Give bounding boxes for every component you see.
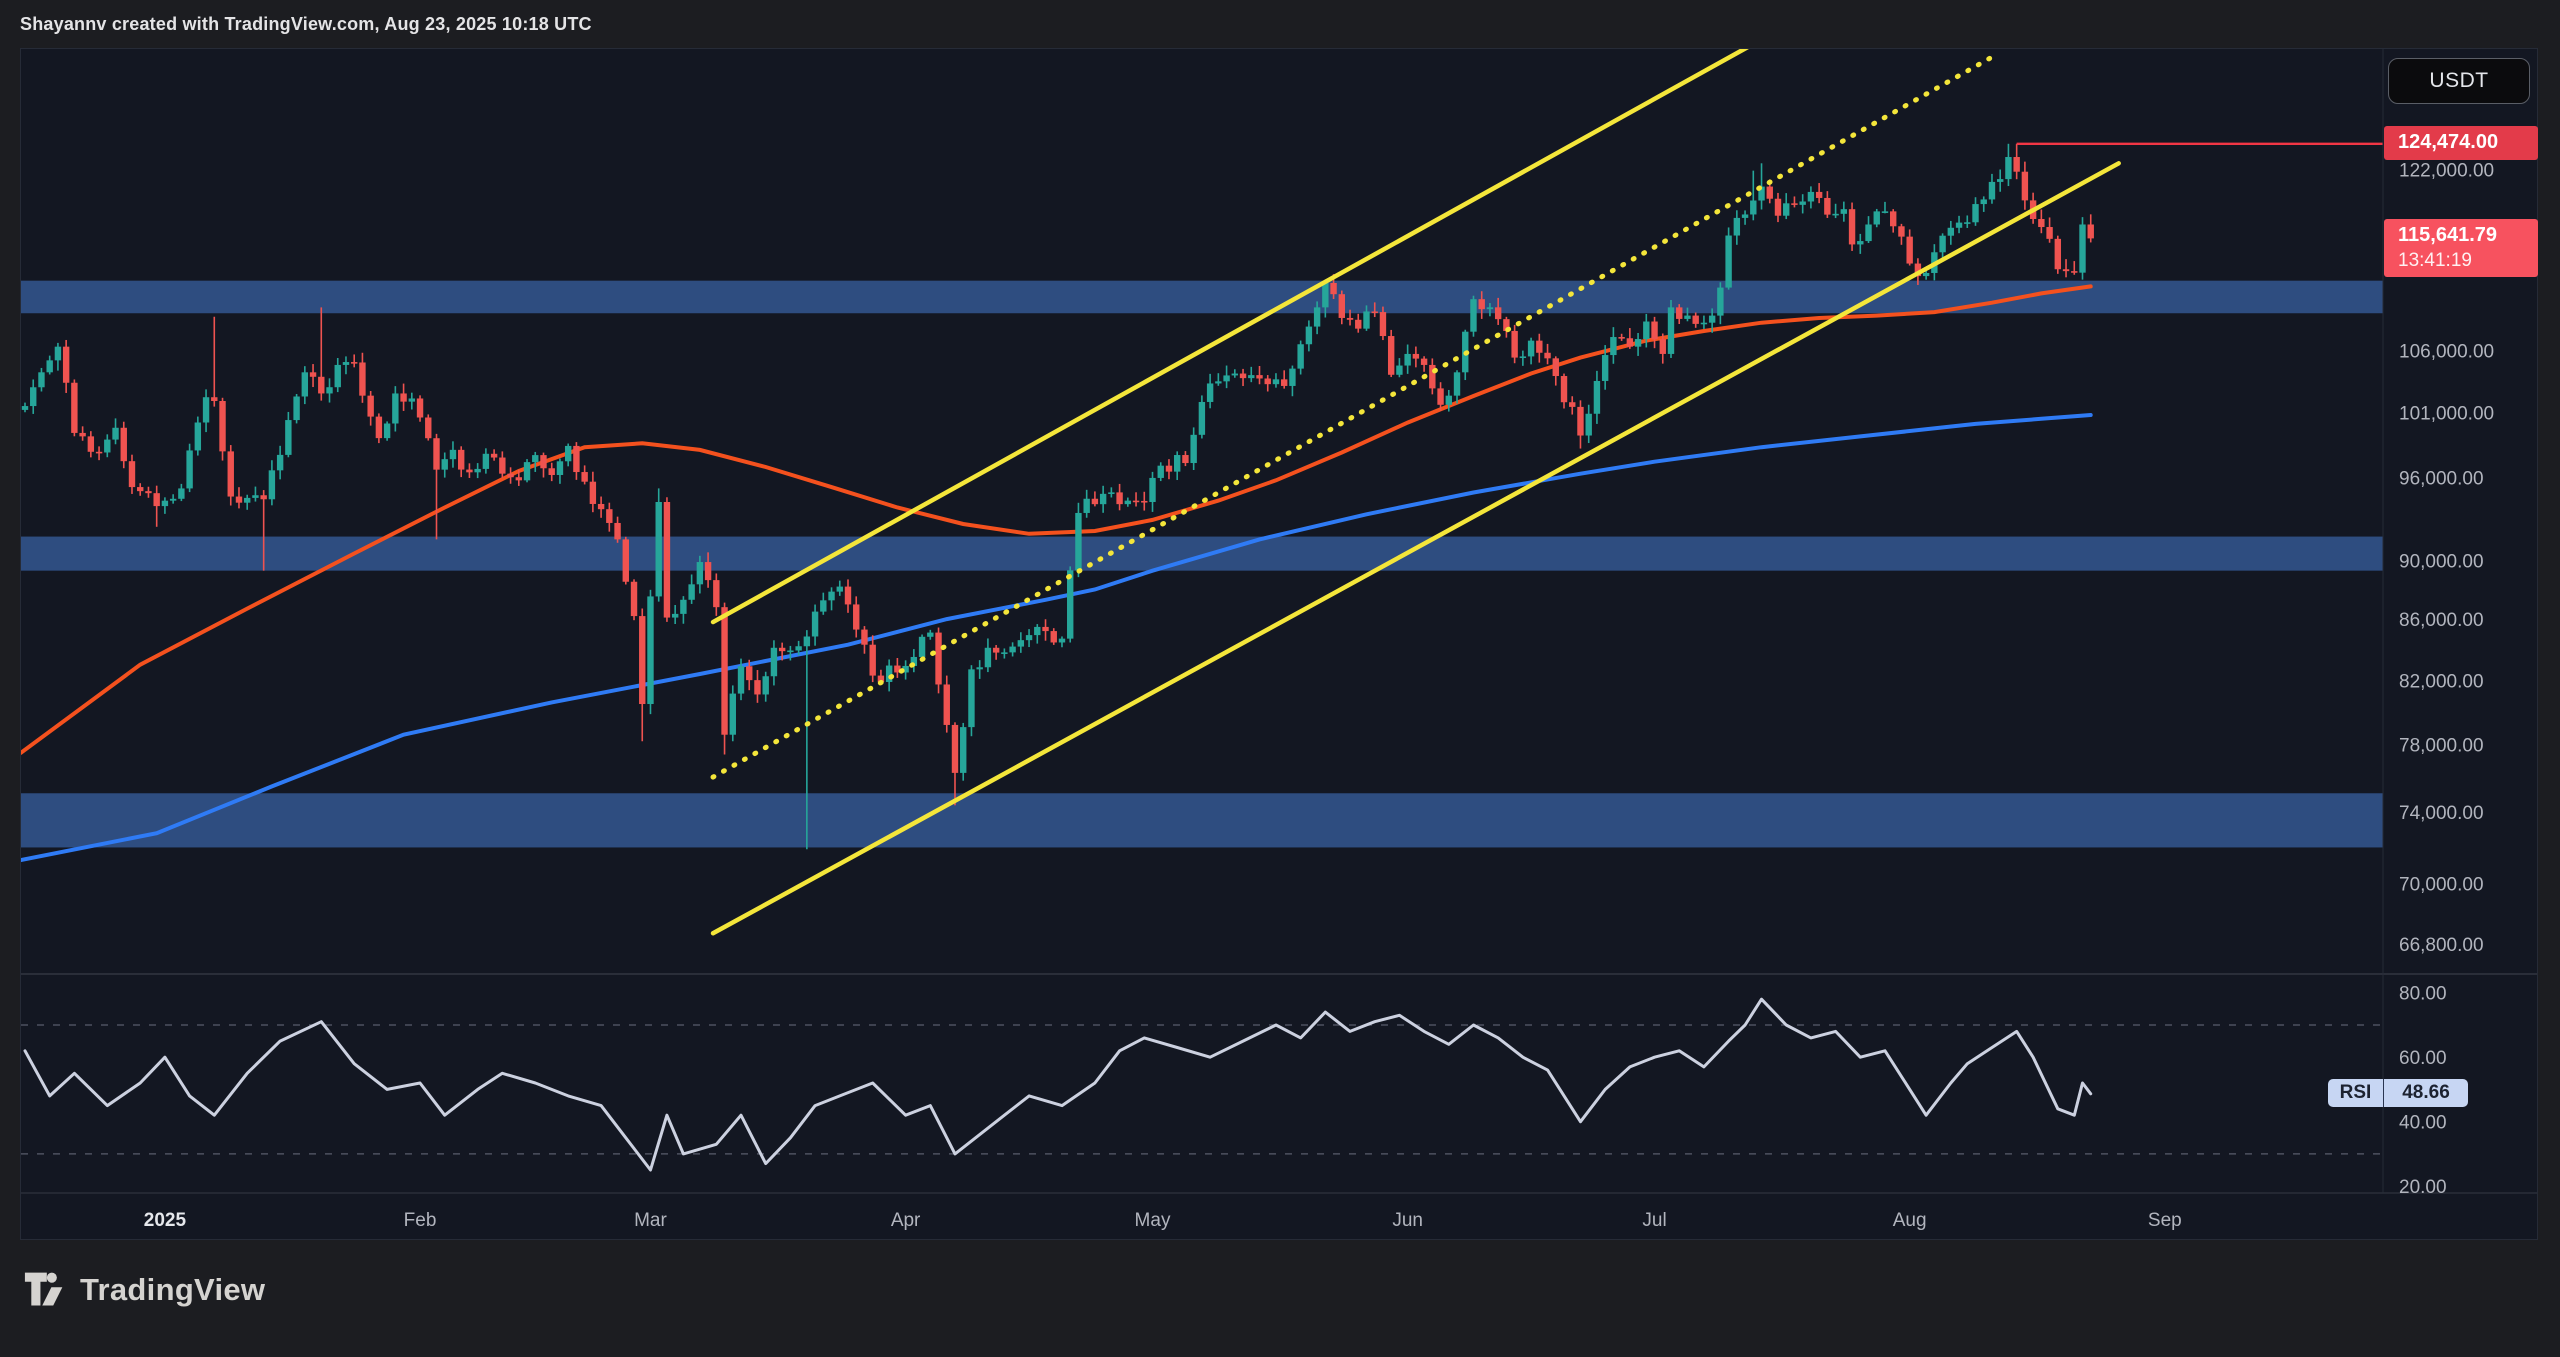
chart-credit-text: Shayannv created with TradingView.com, A… (20, 13, 592, 34)
time-axis-label: Apr (891, 1210, 921, 1231)
time-axis-label: Jun (1392, 1210, 1423, 1231)
quote-currency-button[interactable]: USDT (2388, 58, 2530, 104)
time-axis-label: 2025 (144, 1210, 187, 1231)
chart-background (21, 49, 2537, 1239)
time-axis-label: Sep (2148, 1210, 2182, 1231)
price-axis-label: 101,000.00 (2399, 403, 2494, 424)
rsi-line (23, 997, 2093, 1172)
price-axis-label: 86,000.00 (2399, 610, 2484, 631)
tradingview-logo-icon (24, 1272, 63, 1306)
support-zone (21, 793, 2383, 848)
rsi-axis-label: 20.00 (2399, 1177, 2447, 1198)
support-zone (21, 536, 2383, 571)
support-zones (21, 280, 2383, 848)
chart-container[interactable]: 122,000.00 106,000.00 101,000.00 96,000.00 9… (20, 48, 2538, 1240)
time-axis-label: Mar (634, 1210, 667, 1231)
price-axis-label: 66,800.00 (2399, 935, 2484, 956)
price-axis-label: 82,000.00 (2399, 671, 2484, 692)
trendline-dotted[interactable] (710, 52, 1999, 780)
rsi-axis-label: 40.00 (2399, 1113, 2447, 1134)
price-axis-label: 90,000.00 (2399, 552, 2484, 573)
price-axis[interactable]: 122,000.00 106,000.00 101,000.00 96,000.00 9… (2399, 161, 2494, 1199)
rsi-axis-label: 60.00 (2399, 1048, 2447, 1069)
price-axis-label: 78,000.00 (2399, 736, 2484, 757)
rsi-value-badge: RSI 48.66 (2328, 1078, 2468, 1107)
quote-currency-label: USDT (2429, 69, 2489, 92)
rsi-guide-lines (21, 1024, 2383, 1155)
price-chart-svg[interactable]: 122,000.00 106,000.00 101,000.00 96,000.00 9… (21, 49, 2537, 1239)
price-axis-label: 74,000.00 (2399, 803, 2484, 824)
price-axis-label: 70,000.00 (2399, 875, 2484, 896)
header-bar: Shayannv created with TradingView.com, A… (0, 0, 2560, 48)
price-axis-label: 96,000.00 (2399, 469, 2484, 490)
time-axis-label: Aug (1893, 1210, 1927, 1231)
brand-lockup[interactable]: TradingView (24, 1270, 265, 1310)
ma-line-blue (21, 413, 2093, 862)
alert-price-badge: 124,474.00 (2384, 125, 2538, 160)
footer-bar: TradingView (0, 1240, 2560, 1357)
last-price-badge: 115,641.79 13:41:19 (2384, 219, 2538, 278)
price-axis-label: 122,000.00 (2399, 161, 2494, 182)
price-axis-label: 106,000.00 (2399, 341, 2494, 362)
time-axis-label: May (1135, 1210, 1171, 1231)
rsi-label: RSI (2328, 1078, 2384, 1107)
trendline-solid[interactable] (710, 49, 1762, 625)
support-zone (21, 280, 2383, 314)
rsi-axis-label: 80.00 (2399, 984, 2447, 1005)
trend-channel[interactable] (710, 49, 2121, 936)
time-axis-label: Feb (404, 1210, 437, 1231)
time-axis[interactable]: 2025 Feb Mar Apr May Jun Jul Aug Sep (144, 1210, 2182, 1231)
rsi-value: 48.66 (2384, 1078, 2468, 1107)
trendline-solid[interactable] (710, 161, 2121, 936)
bar-countdown: 13:41:19 (2398, 250, 2472, 272)
last-price-value: 115,641.79 (2398, 224, 2497, 247)
alert-price-value: 124,474.00 (2398, 131, 2499, 154)
time-axis-label: Jul (1642, 1210, 1666, 1231)
tradingview-logo-text: TradingView (80, 1271, 266, 1307)
